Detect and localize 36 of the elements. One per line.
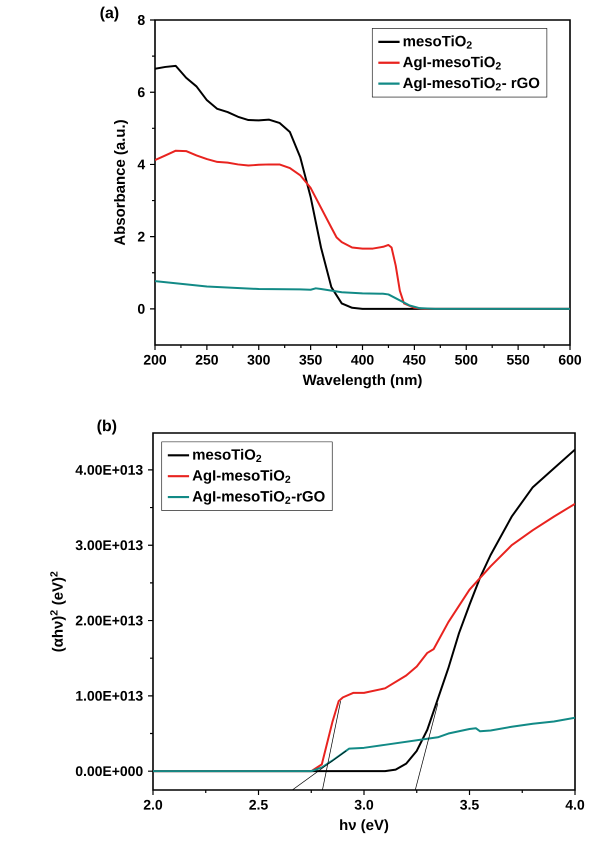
legend-label: AgI-mesoTiO$_{2}$-rGO — [192, 490, 325, 505]
x-tick-label: 200 — [144, 354, 166, 365]
x-axis-title: Wavelength (nm) — [302, 374, 422, 388]
x-tick-label: 250 — [196, 354, 218, 365]
x-tick-label: 2.5 — [249, 800, 268, 810]
y-tick-label: 2.00E+013 — [76, 616, 143, 626]
chart-title: (b) — [97, 420, 116, 434]
legend-label: AgI-mesoTiO$_{2}$ — [192, 470, 290, 484]
y-tick-label: 1.00E+013 — [76, 690, 143, 701]
legend-label: AgI-mesoTiO$_{2}$- rGO — [403, 77, 540, 92]
legend-label: AgI-mesoTiO$_{2}$ — [403, 56, 501, 70]
y-tick-label: 6 — [138, 87, 145, 98]
x-axis-title: hν (eV) — [340, 819, 388, 834]
y-tick-label: 0.00E+000 — [76, 766, 143, 776]
y-axis-title: (αhν)$^{2}$ (eV)$^{2}$ — [50, 572, 66, 652]
y-tick-label: 0 — [138, 304, 145, 314]
x-tick-label: 550 — [506, 354, 530, 365]
y-tick-label: 3.00E+013 — [76, 540, 143, 550]
y-tick-label: 4.00E+013 — [76, 464, 143, 475]
x-tick-label: 500 — [455, 354, 478, 365]
x-tick-label: 4.0 — [566, 800, 584, 810]
x-tick-label: 3.5 — [460, 800, 479, 810]
y-axis-title: Absorbance (a.u.) — [114, 120, 128, 246]
x-tick-label: 600 — [558, 354, 582, 365]
y-tick-label: 4 — [138, 160, 146, 170]
x-tick-label: 300 — [247, 354, 270, 365]
x-tick-label: 2.0 — [144, 800, 162, 810]
x-tick-label: 3.0 — [354, 800, 374, 810]
legend-label: mesoTiO$_{2}$ — [404, 35, 472, 49]
x-tick-label: 350 — [299, 354, 322, 365]
x-tick-label: 400 — [351, 354, 374, 365]
x-tick-label: 450 — [402, 354, 426, 365]
legend-label: mesoTiO$_{2}$ — [193, 448, 262, 462]
y-tick-label: 8 — [138, 15, 145, 25]
y-tick-label: 2 — [138, 232, 145, 242]
chart-title: (a) — [100, 6, 118, 22]
